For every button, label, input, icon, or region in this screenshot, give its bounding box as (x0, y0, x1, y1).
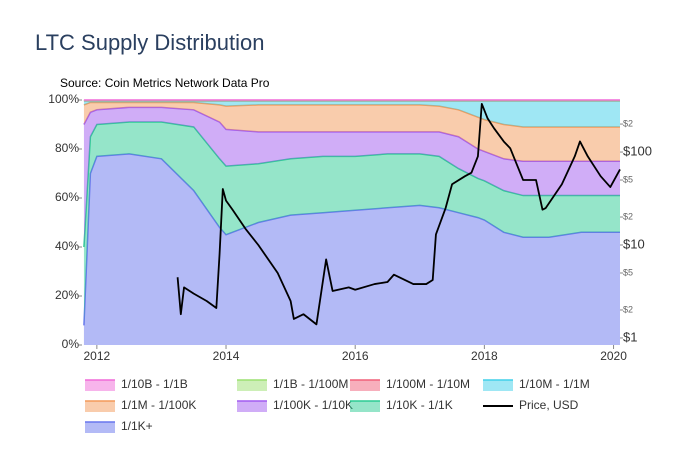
y-tick-label: 20% (55, 288, 79, 302)
y2-tick-label: $5 (623, 174, 633, 184)
legend-swatch (237, 380, 267, 391)
y2-tick-label: $1 (623, 329, 637, 344)
price-line (176, 102, 621, 326)
area (83, 102, 621, 162)
y2-tick-label: $2 (623, 118, 633, 128)
legend-label: 1/1K+ (121, 419, 153, 433)
y-tick-label: 100% (48, 92, 79, 106)
x-tick-label: 2020 (600, 349, 627, 363)
y2-tick-label: $2 (623, 304, 633, 314)
legend-label: 1/100K - 1/10K (273, 398, 353, 412)
legend-swatch (483, 380, 513, 391)
area (83, 100, 621, 127)
y-tick-label: 0% (62, 337, 80, 351)
y-tick-label: 80% (55, 141, 79, 155)
legend-label: Price, USD (519, 398, 579, 412)
legend-label: 1/1M - 1/100K (121, 398, 196, 412)
legend-label: 1/100M - 1/10M (386, 377, 470, 391)
y-tick-label: 40% (55, 239, 79, 253)
x-tick-label: 2014 (213, 349, 240, 363)
y-tick-label: 60% (55, 190, 79, 204)
x-tick-label: 2018 (471, 349, 498, 363)
area (83, 107, 621, 247)
y2-tick-label: $10 (623, 236, 645, 251)
chart-subtitle: Source: Coin Metrics Network Data Pro (60, 76, 270, 90)
legend-label: 1/10B - 1/1B (121, 377, 188, 391)
legend-swatch (237, 401, 267, 412)
area (83, 153, 621, 345)
legend-swatch (350, 380, 380, 391)
x-tick-label: 2016 (342, 349, 369, 363)
y2-tick-label: $2 (623, 211, 633, 221)
legend-swatch (350, 401, 380, 412)
legend-label: 1/10K - 1/1K (386, 398, 453, 412)
legend-label: 1/10M - 1/1M (519, 377, 590, 391)
y2-tick-label: $5 (623, 267, 633, 277)
x-tick-label: 2012 (84, 349, 111, 363)
legend-swatch (85, 422, 115, 433)
legend-label: 1/1B - 1/100M (273, 377, 348, 391)
area (83, 122, 621, 326)
legend-swatch (85, 380, 115, 391)
chart-title: LTC Supply Distribution (35, 30, 264, 55)
y2-tick-label: $100 (623, 143, 652, 158)
legend-swatch (85, 401, 115, 412)
